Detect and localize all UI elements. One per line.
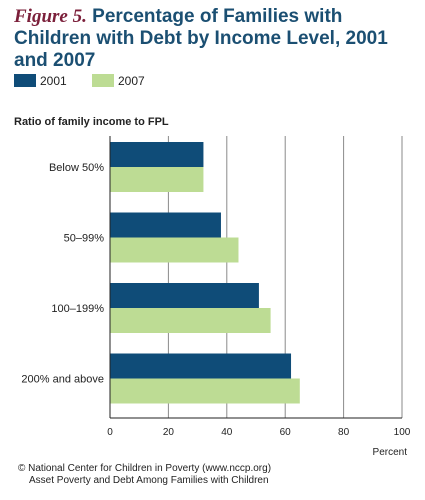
x-tick-label-60: 60 [280,427,292,438]
bar-2001-1 [110,142,204,167]
bar-2007-4 [110,378,300,404]
figure-label: Figure 5. [14,6,87,27]
x-tick-label-0: 0 [107,427,113,438]
footer: © National Center for Children in Povert… [18,463,418,487]
legend-swatch-2001 [14,74,36,87]
bar-2001-4 [110,353,292,379]
bar-2007-1 [110,167,204,192]
legend-swatch-2007 [92,74,114,87]
category-label-3: 100–199% [51,303,104,315]
bar-2001-2 [110,212,221,238]
x-tick-label-40: 40 [221,427,233,438]
x-tick-label-20: 20 [163,427,175,438]
category-label-2: 50–99% [64,233,105,245]
footer-line-1: © National Center for Children in Povert… [18,463,272,474]
bar-2007-2 [110,237,239,263]
category-label-4: 200% and above [21,374,104,386]
legend-label-2007: 2007 [118,74,145,88]
footer-line-2: Asset Poverty and Debt Among Families wi… [29,475,269,486]
figure-title-text: Percentage of Families with Children wit… [14,6,388,71]
x-tick-label-80: 80 [338,427,350,438]
legend-label-2001: 2001 [40,74,67,88]
category-label-1: Below 50% [49,162,104,174]
x-axis-title: Percent [373,447,408,458]
bar-2007-3 [110,308,271,333]
axis-title: Ratio of family income to FPL [14,116,169,128]
x-tick-label-100: 100 [394,427,411,438]
figure-title: Figure 5. Percentage of Families with Ch… [14,6,414,72]
bar-2001-3 [110,283,259,308]
